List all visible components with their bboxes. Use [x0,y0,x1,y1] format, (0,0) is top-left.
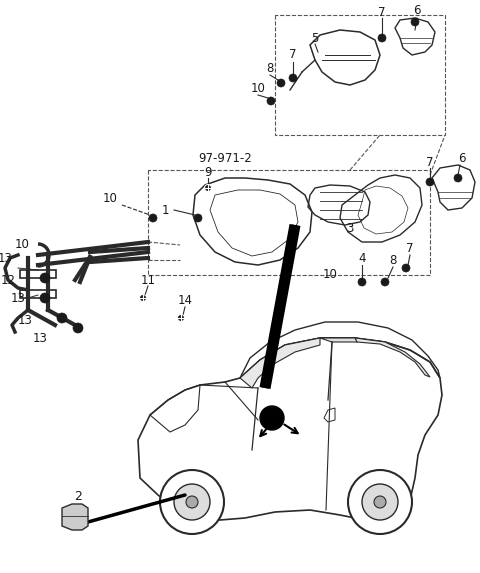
Circle shape [186,496,198,508]
Circle shape [267,97,275,105]
Circle shape [381,278,389,286]
Circle shape [374,496,386,508]
Circle shape [362,484,398,520]
Circle shape [194,214,202,222]
Polygon shape [320,338,357,342]
Circle shape [402,264,410,272]
Polygon shape [62,504,88,530]
Circle shape [348,470,412,534]
Text: 5: 5 [312,32,319,45]
Text: 7: 7 [289,49,297,61]
Circle shape [174,484,210,520]
Text: 13: 13 [0,252,12,265]
Text: 1: 1 [161,203,169,217]
Text: 7: 7 [378,6,386,18]
Circle shape [40,273,50,283]
Circle shape [160,470,224,534]
Text: 3: 3 [346,222,354,234]
Text: 4: 4 [358,252,366,265]
Circle shape [289,74,297,82]
Circle shape [277,79,285,87]
Circle shape [260,406,284,430]
Circle shape [40,293,50,303]
Circle shape [178,315,184,321]
Bar [20,270,56,278]
Text: 10: 10 [103,191,118,205]
Text: 97-971-2: 97-971-2 [198,151,252,164]
Text: 10: 10 [251,81,265,95]
Circle shape [204,185,212,191]
Text: 13: 13 [11,292,25,304]
Text: 7: 7 [426,155,434,168]
Circle shape [358,278,366,286]
Text: 12: 12 [0,273,15,286]
Text: 11: 11 [141,273,156,286]
Text: 6: 6 [413,3,421,17]
Circle shape [149,214,157,222]
Text: 6: 6 [458,151,466,164]
Text: 9: 9 [204,166,212,179]
Circle shape [378,34,386,42]
Circle shape [140,295,146,301]
Circle shape [57,313,67,323]
Text: 10: 10 [323,269,337,281]
Text: 7: 7 [406,241,414,254]
Circle shape [411,18,419,26]
Polygon shape [355,338,430,377]
Circle shape [73,323,83,333]
Text: 10: 10 [14,238,29,252]
Text: 13: 13 [18,313,33,327]
Bar [20,290,56,298]
Circle shape [454,174,462,182]
Text: 8: 8 [266,61,274,74]
Text: 2: 2 [74,490,82,504]
Text: 8: 8 [389,253,396,266]
Circle shape [426,178,434,186]
Polygon shape [240,338,320,388]
Text: 13: 13 [33,332,48,344]
Text: 14: 14 [178,293,192,307]
